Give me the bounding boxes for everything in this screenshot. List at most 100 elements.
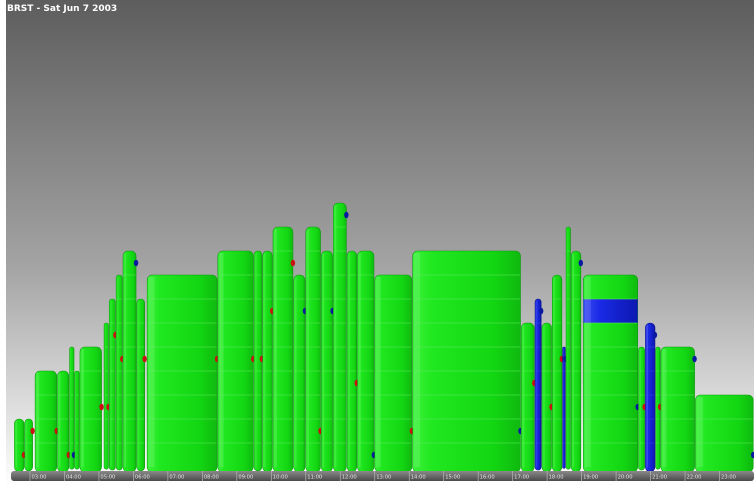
bar-body	[74, 370, 80, 470]
bar-highlight	[553, 277, 555, 467]
bar-highlight	[639, 349, 641, 467]
chart-title: BRST - Sat Jun 7 2003	[7, 4, 117, 14]
tick-label: 11:00	[307, 475, 322, 481]
bar-body	[645, 322, 656, 473]
bar-body	[136, 298, 145, 472]
bar-body	[14, 418, 25, 473]
bar-27	[534, 298, 544, 471]
bar-21	[333, 202, 349, 473]
bar-body	[534, 298, 542, 471]
bar-37	[660, 346, 697, 473]
bar-3	[34, 370, 59, 473]
bar-highlight	[138, 301, 140, 467]
bar-body	[552, 274, 563, 473]
bar-30	[562, 346, 568, 469]
bar-highlight	[307, 229, 310, 467]
bar-highlight	[543, 325, 545, 467]
bar-36	[655, 346, 663, 470]
bar-4	[57, 370, 72, 473]
bar-body	[570, 250, 582, 473]
bar-highlight	[274, 229, 277, 467]
bar-highlight	[148, 277, 155, 467]
tick-label: 08:00	[204, 475, 219, 481]
bar-13	[146, 274, 220, 473]
bar-body	[562, 346, 566, 469]
time-axis: 03:00 04:00 05:00 06:00 07:00 08:00 09:00 10:00…	[11, 471, 754, 481]
bar-highlight	[414, 253, 421, 467]
left-margin	[0, 0, 6, 487]
tick-label: 17:00	[514, 475, 529, 481]
bar-38	[695, 394, 754, 473]
bar-body	[262, 250, 273, 473]
bar-highlight	[264, 253, 266, 467]
bar-22	[346, 250, 359, 473]
bar-highlight	[536, 301, 538, 467]
tick-label: 23:00	[721, 475, 736, 481]
red-marker	[142, 355, 147, 363]
blue-marker	[692, 355, 697, 363]
bar-highlight	[572, 253, 574, 467]
bar-highlight	[376, 277, 381, 467]
bar-17	[272, 226, 296, 473]
bar-highlight	[322, 253, 325, 467]
bar-highlight	[584, 277, 591, 467]
bar-highlight	[117, 277, 119, 467]
blue-marker	[751, 451, 754, 459]
bar-18	[293, 274, 308, 473]
bar-highlight	[36, 373, 40, 467]
bar-highlight	[662, 349, 667, 467]
tick-label: 22:00	[687, 475, 702, 481]
bar-highlight	[359, 253, 361, 467]
red-marker	[99, 403, 104, 411]
bar-body	[69, 346, 75, 470]
bar-highlight	[522, 325, 525, 467]
bar-33	[583, 274, 640, 473]
bar-highlight	[334, 205, 337, 467]
red-marker	[30, 427, 35, 435]
red-marker	[290, 259, 296, 267]
bar-body	[541, 322, 552, 473]
bar-25	[412, 250, 523, 473]
bar-6	[74, 370, 80, 470]
bar-body	[24, 418, 33, 472]
tick-label: 09:00	[238, 475, 253, 481]
axis-bar	[11, 471, 754, 481]
bars-layer	[14, 202, 754, 473]
bar-highlight	[81, 349, 85, 467]
bar-23	[357, 250, 377, 473]
bar-band	[583, 299, 638, 323]
blue-marker	[133, 259, 139, 267]
bar-19	[305, 226, 323, 473]
tick-label: 18:00	[549, 475, 564, 481]
bar-highlight	[59, 373, 61, 467]
bar-body	[146, 274, 218, 473]
tick-label: 16:00	[480, 475, 495, 481]
bar-20	[321, 250, 335, 473]
bar-highlight	[26, 421, 28, 467]
blue-marker	[652, 331, 658, 339]
bar-31	[565, 226, 571, 470]
bar-35	[645, 322, 658, 473]
bar-12	[136, 298, 147, 472]
tick-label: 13:00	[376, 475, 391, 481]
bar-highlight	[110, 301, 112, 467]
bar-highlight	[295, 277, 297, 467]
bar-highlight	[255, 253, 257, 467]
bar-11	[122, 250, 139, 473]
blue-marker	[538, 307, 544, 315]
blue-marker	[344, 211, 349, 219]
bar-highlight	[348, 253, 350, 467]
bar-10	[115, 274, 125, 471]
tick-label: 20:00	[618, 475, 633, 481]
bar-highlight	[696, 397, 703, 467]
bar-highlight	[219, 253, 224, 467]
tick-label: 05:00	[100, 475, 115, 481]
blue-marker	[578, 259, 584, 267]
bar-body	[346, 250, 358, 473]
bar-body	[695, 394, 754, 473]
tick-label: 10:00	[273, 475, 288, 481]
bar-32	[570, 250, 584, 473]
tick-label: 19:00	[583, 475, 598, 481]
